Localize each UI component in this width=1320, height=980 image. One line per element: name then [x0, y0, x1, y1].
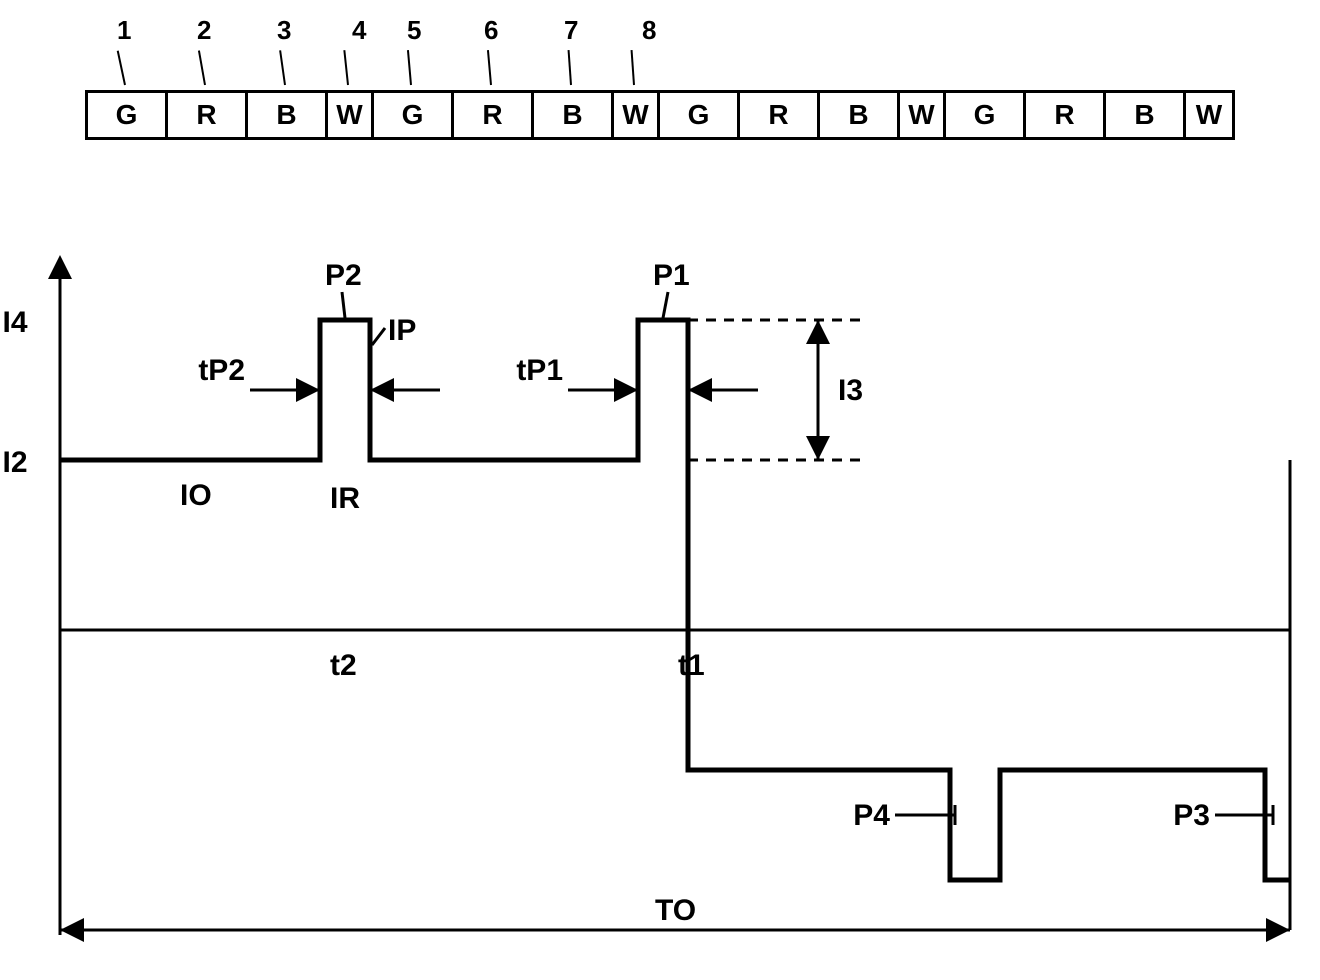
leader-line [117, 51, 126, 86]
strip-cell: B [1106, 93, 1186, 137]
strip-cell: R [168, 93, 248, 137]
svg-text:I2: I2 [2, 446, 27, 479]
strip-cell: R [740, 93, 820, 137]
svg-text:IO: IO [180, 479, 212, 512]
leader-line [279, 50, 286, 85]
strip-cell: B [820, 93, 900, 137]
svg-text:P4: P4 [853, 799, 890, 832]
svg-text:P3: P3 [1173, 799, 1210, 832]
strip-cell: W [1186, 93, 1232, 137]
svg-text:tP2: tP2 [198, 354, 245, 387]
svg-text:P2: P2 [325, 259, 362, 292]
strip-number-label: 3 [277, 15, 291, 46]
strip-number-label: 4 [352, 15, 366, 46]
svg-text:t1: t1 [678, 649, 705, 682]
color-strip: 12345678 GRBWGRBWGRBWGRBW [30, 30, 1290, 150]
leader-line [568, 50, 572, 85]
leader-line [487, 50, 492, 85]
strip-cell: W [900, 93, 946, 137]
strip-cell: R [1026, 93, 1106, 137]
leader-line [198, 50, 206, 85]
strip-number-label: 1 [117, 15, 131, 46]
strip-cell: G [946, 93, 1026, 137]
leader-line [631, 50, 635, 85]
strip-cell: B [248, 93, 328, 137]
leader-line [343, 50, 349, 85]
strip-cell: W [614, 93, 660, 137]
strip-number-label: 5 [407, 15, 421, 46]
strip-number-label: 2 [197, 15, 211, 46]
strip-cell: R [454, 93, 534, 137]
svg-text:IR: IR [330, 482, 360, 515]
strip-number-label: 6 [484, 15, 498, 46]
strip-cell: B [534, 93, 614, 137]
strip-number-label: 8 [642, 15, 656, 46]
svg-text:I3: I3 [838, 374, 863, 407]
svg-text:t2: t2 [330, 649, 357, 682]
svg-text:tP1: tP1 [516, 354, 563, 387]
strip-cell: W [328, 93, 374, 137]
svg-text:P1: P1 [653, 259, 690, 292]
svg-text:I4: I4 [2, 306, 27, 339]
strip-cell: G [660, 93, 740, 137]
strip-number-label: 7 [564, 15, 578, 46]
svg-text:TO: TO [655, 894, 696, 927]
leader-line [407, 50, 412, 85]
strip-cell: G [374, 93, 454, 137]
waveform-diagram: I4I2IOP2IPIRP1tP2tP1I3t2t1P4P3TO [30, 250, 1290, 950]
strip-cell: G [88, 93, 168, 137]
svg-text:IP: IP [388, 314, 416, 347]
